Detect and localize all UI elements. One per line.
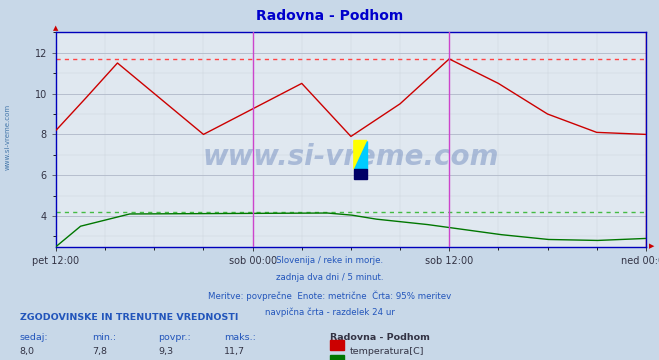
- Text: povpr.:: povpr.:: [158, 333, 191, 342]
- Text: Radovna - Podhom: Radovna - Podhom: [256, 9, 403, 23]
- Text: Radovna - Podhom: Radovna - Podhom: [330, 333, 430, 342]
- Polygon shape: [354, 140, 367, 169]
- Bar: [354, 169, 367, 179]
- Text: ▲: ▲: [53, 25, 59, 31]
- Text: sedaj:: sedaj:: [20, 333, 48, 342]
- Text: maks.:: maks.:: [224, 333, 256, 342]
- Text: min.:: min.:: [92, 333, 117, 342]
- Text: Slovenija / reke in morje.: Slovenija / reke in morje.: [276, 256, 383, 265]
- Text: 7,8: 7,8: [92, 347, 107, 356]
- Text: 11,7: 11,7: [224, 347, 245, 356]
- Text: 9,3: 9,3: [158, 347, 173, 356]
- Text: ZGODOVINSKE IN TRENUTNE VREDNOSTI: ZGODOVINSKE IN TRENUTNE VREDNOSTI: [20, 313, 238, 322]
- Text: navpična črta - razdelek 24 ur: navpična črta - razdelek 24 ur: [264, 307, 395, 317]
- Text: www.si-vreme.com: www.si-vreme.com: [203, 143, 499, 171]
- Text: www.si-vreme.com: www.si-vreme.com: [5, 104, 11, 170]
- Polygon shape: [354, 140, 367, 169]
- Text: Meritve: povprečne  Enote: metrične  Črta: 95% meritev: Meritve: povprečne Enote: metrične Črta:…: [208, 290, 451, 301]
- Text: zadnja dva dni / 5 minut.: zadnja dva dni / 5 minut.: [275, 273, 384, 282]
- Text: ▶: ▶: [648, 244, 654, 249]
- Text: 8,0: 8,0: [20, 347, 35, 356]
- Text: temperatura[C]: temperatura[C]: [349, 347, 424, 356]
